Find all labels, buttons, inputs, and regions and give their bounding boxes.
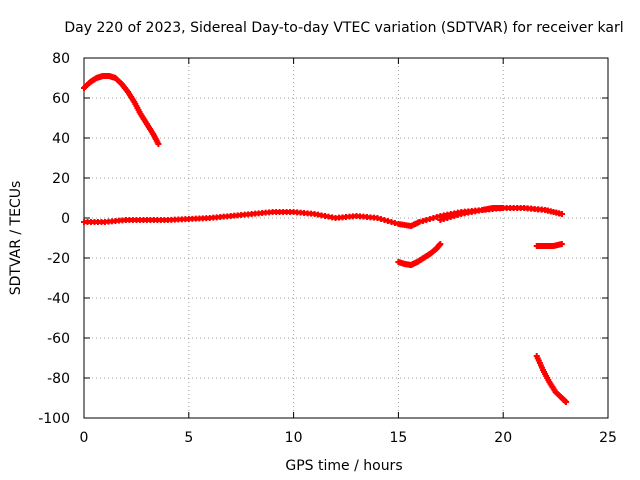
y-tick-label: 20 <box>52 171 70 187</box>
x-tick-label: 20 <box>494 430 512 446</box>
x-axis-label: GPS time / hours <box>285 458 402 474</box>
grid-layer <box>84 58 608 418</box>
y-tick-label: 80 <box>52 51 70 67</box>
series-arc-1 <box>81 73 162 147</box>
y-tick-label: 0 <box>61 211 70 227</box>
data-point <box>155 141 162 147</box>
y-tick-label: -20 <box>47 251 70 267</box>
x-tick-label: 15 <box>389 430 407 446</box>
data-point <box>437 241 444 247</box>
plot-frame <box>83 57 609 419</box>
x-tick-label: 25 <box>599 430 617 446</box>
series-arc-3 <box>437 205 565 223</box>
chart-title: Day 220 of 2023, Sidereal Day-to-day VTE… <box>64 20 623 36</box>
data-point <box>558 211 565 217</box>
y-tick-label: 60 <box>52 91 70 107</box>
y-tick-label: -40 <box>47 291 70 307</box>
ticks-layer: 0 5 10 15 20 25 -100 -80 -60 -40 -20 0 20 40 60 80 <box>38 51 617 446</box>
y-axis-label: SDTVAR / TECUs <box>8 181 24 296</box>
y-tick-label: -80 <box>47 371 70 387</box>
x-tick-label: 10 <box>285 430 303 446</box>
series-arc-5 <box>533 241 565 249</box>
data-point <box>558 241 565 247</box>
y-tick-label: -60 <box>47 331 70 347</box>
series-layer <box>81 73 570 405</box>
series-arc-6 <box>533 353 570 405</box>
y-tick-label: 40 <box>52 131 70 147</box>
x-tick-label: 5 <box>184 430 193 446</box>
data-point <box>563 399 570 405</box>
y-tick-label: -100 <box>38 411 70 427</box>
x-tick-label: 0 <box>80 430 89 446</box>
series-arc-4 <box>395 241 444 268</box>
